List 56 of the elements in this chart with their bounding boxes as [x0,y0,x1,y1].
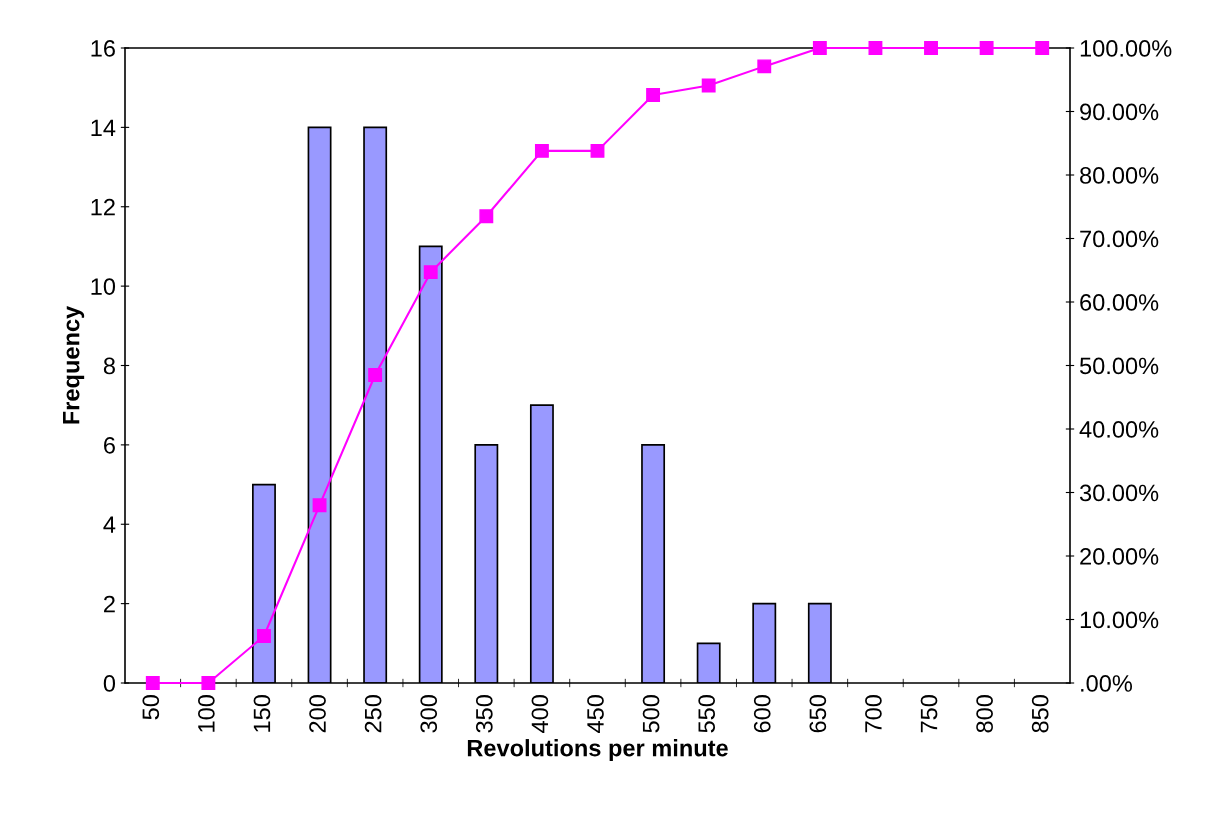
x-tick-label: 400 [531,695,549,733]
point [479,209,494,224]
y-axis-title: Frequency [63,305,85,424]
x-tick-label: 300 [420,695,438,733]
point [646,88,661,102]
x-tick-label: 450 [587,695,604,733]
y2-tick-label: 10.00% [1080,611,1159,629]
x-tick-label: 350 [475,695,493,733]
point [1035,41,1050,55]
y-tick-label: 2 [104,595,115,613]
y-tick-label: 12 [91,198,115,216]
point [312,498,327,513]
y2-tick-label: 50.00% [1079,357,1159,375]
y-tick-label: 14 [91,119,116,136]
point [757,59,772,74]
x-tick-label: 800 [976,695,993,733]
x-tick-label: 50 [142,695,160,720]
x-tick-label: 650 [809,695,827,733]
y2-tick-label: 60.00% [1080,294,1159,311]
x-tick-label: 700 [865,695,882,733]
y-tick-label: 10 [91,278,116,295]
y-tick-label: 0 [103,675,116,692]
x-axis-title: Revolutions per minute [467,739,728,762]
x-tick-label: 550 [698,695,716,733]
point [924,41,938,55]
y2-tick-label: 30.00% [1079,484,1159,502]
point [979,41,994,55]
x-tick-label: 750 [920,695,938,733]
x-tick-label: 100 [198,695,215,732]
y2-tick-label: .00% [1081,675,1132,692]
point [257,629,271,643]
point [368,368,383,382]
x-tick-label: 200 [309,695,326,733]
point [423,265,438,280]
y2-tick-label: 100.00% [1080,40,1172,57]
y2-tick-label: 80.00% [1080,167,1159,184]
point [534,143,549,158]
y-tick-label: 16 [91,40,115,57]
y2-tick-label: 40.00% [1079,421,1159,438]
x-tick-label: 600 [753,695,771,733]
y2-tick-label: 70.00% [1080,230,1159,248]
point [590,143,605,158]
y-tick-label: 4 [103,516,116,533]
point [201,676,216,690]
y2-tick-label: 20.00% [1080,548,1159,565]
point [145,676,160,690]
x-tick-label: 250 [364,695,382,733]
point [812,41,827,55]
y-tick-label: 6 [104,436,115,454]
point [868,41,883,55]
y2-tick-label: 90.00% [1080,103,1159,121]
y-tick-label: 8 [103,357,115,375]
point [701,78,716,93]
x-tick-label: 150 [253,695,271,732]
x-tick-label: 500 [642,695,660,733]
x-tick-label: 850 [1031,695,1049,733]
